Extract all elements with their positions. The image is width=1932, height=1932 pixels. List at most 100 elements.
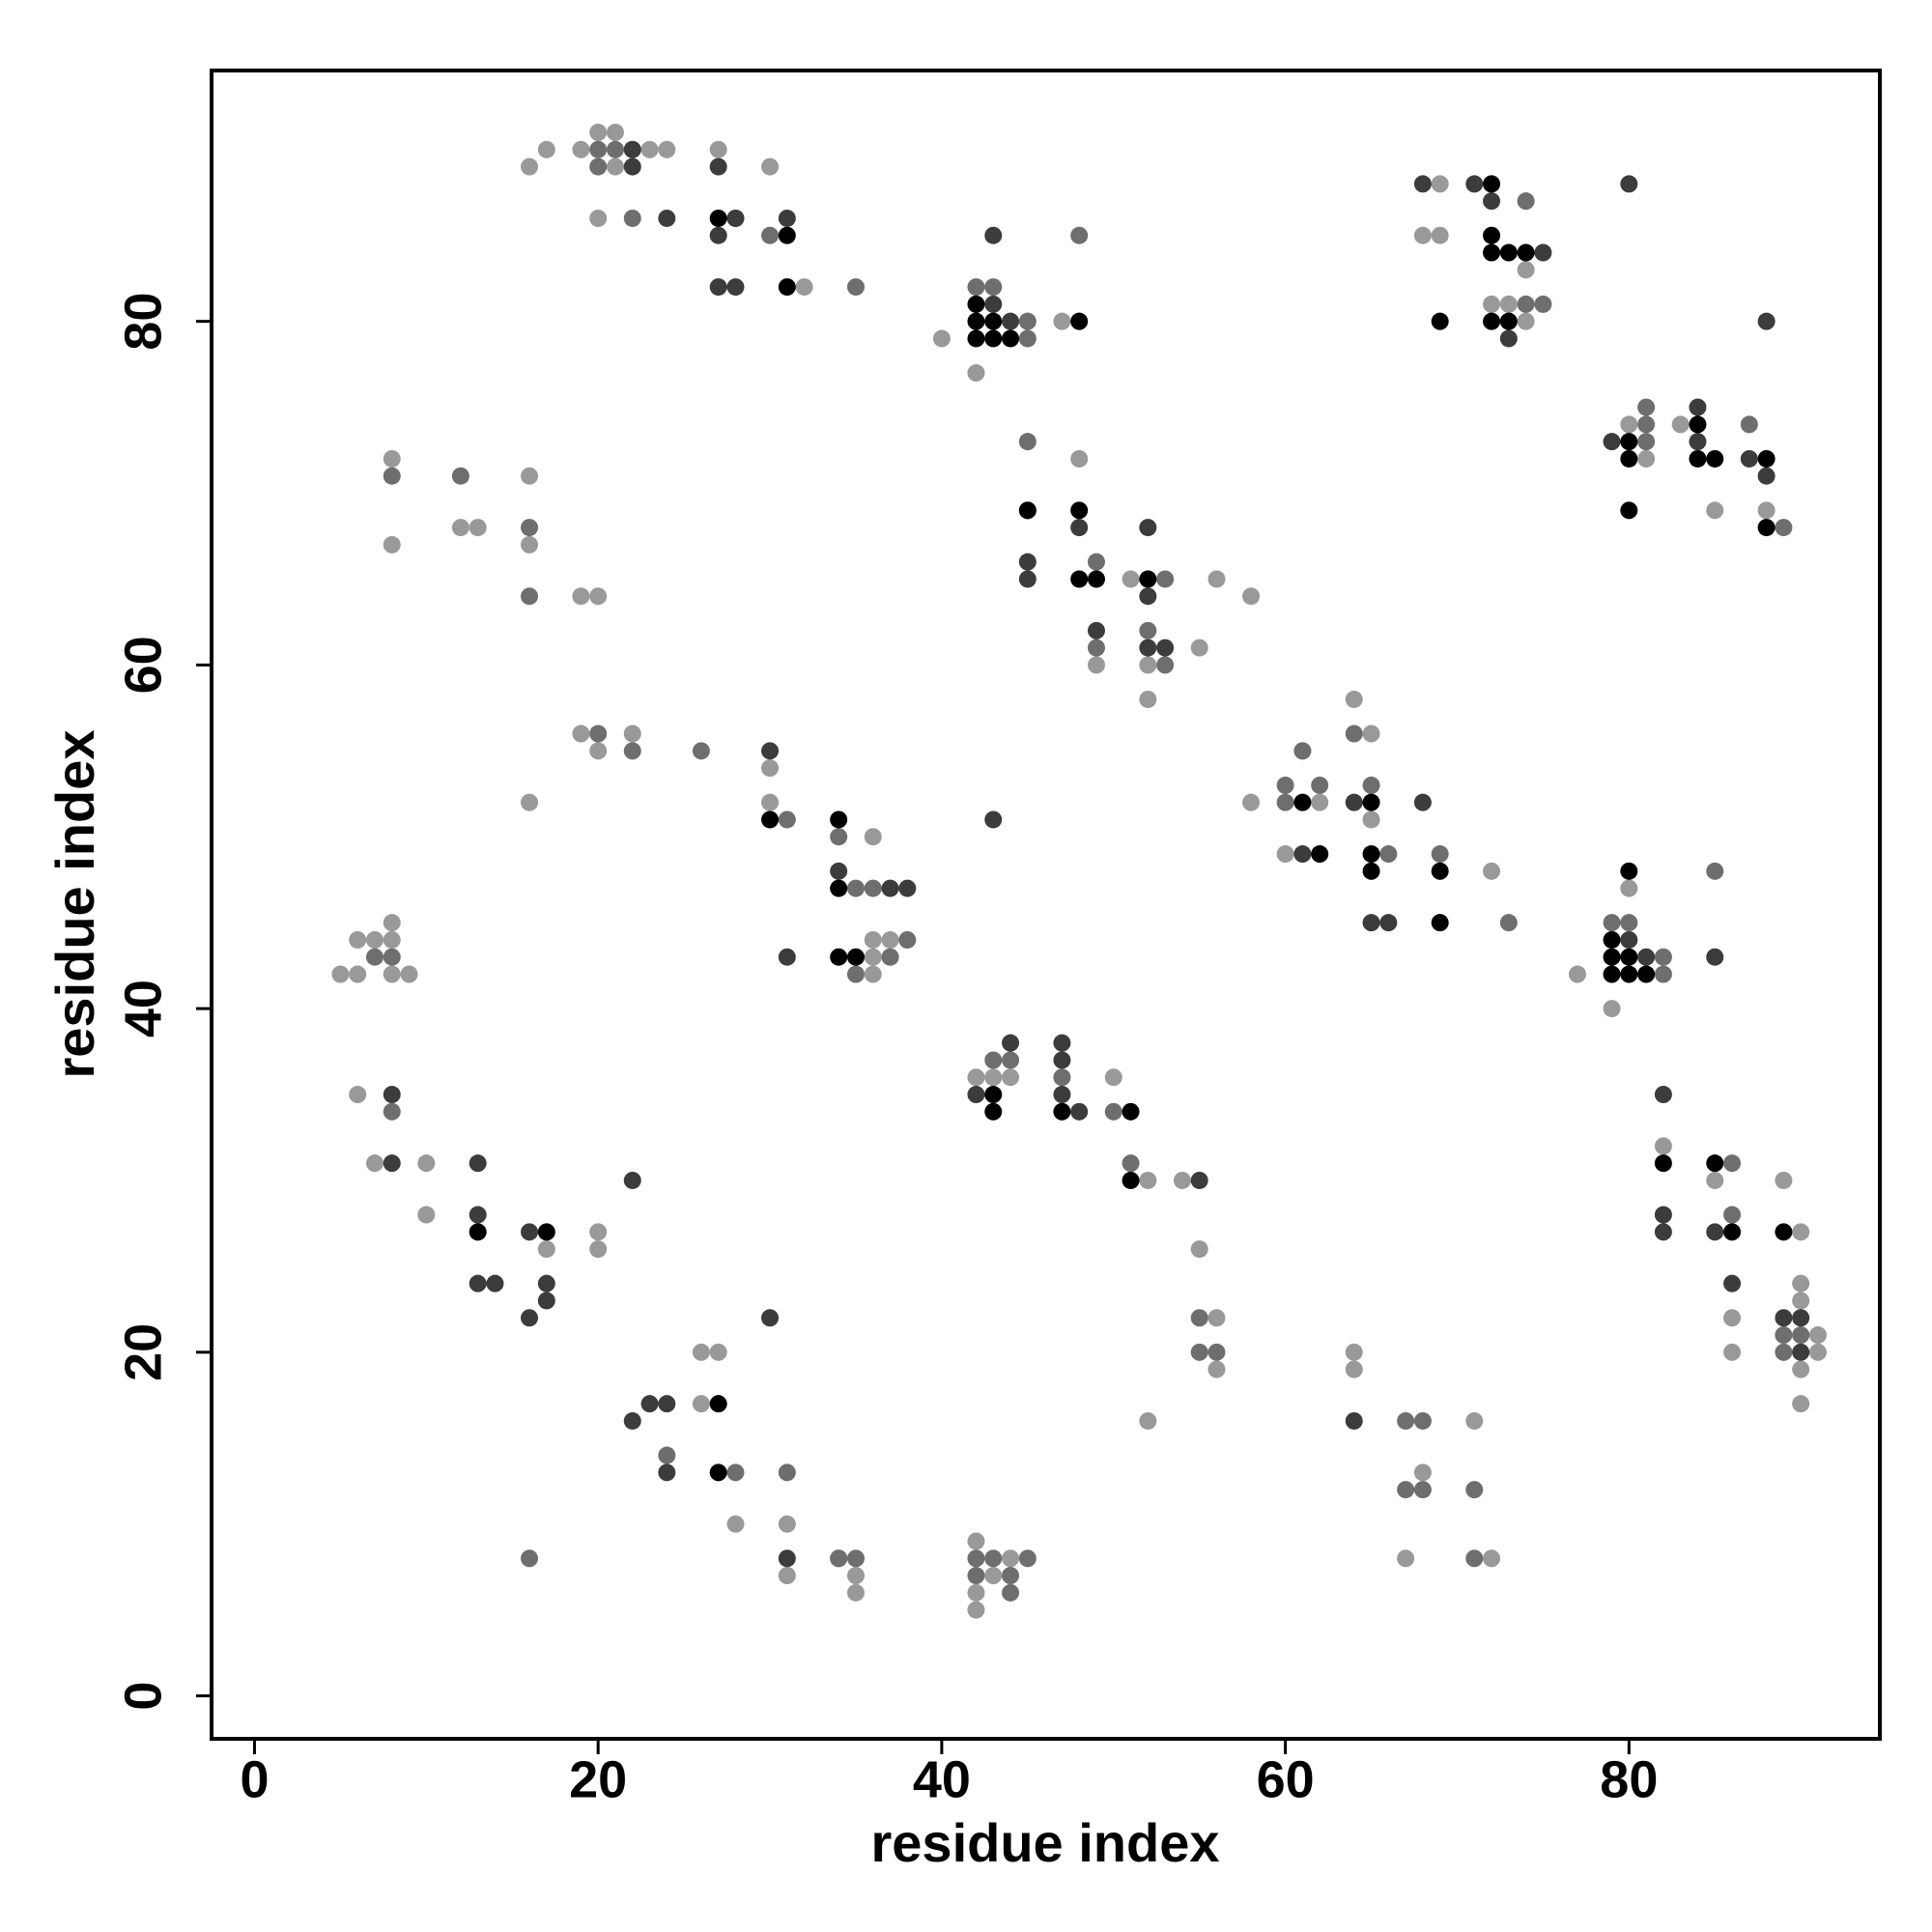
point (589, 587, 608, 606)
point (1689, 449, 1707, 468)
point (1431, 175, 1449, 193)
x-tick-label: 20 (569, 1750, 627, 1808)
point (1139, 519, 1157, 537)
point (1345, 1360, 1363, 1378)
point (1637, 398, 1656, 416)
point (1139, 639, 1157, 657)
point (1413, 1481, 1432, 1499)
point (589, 140, 608, 158)
point (1087, 656, 1105, 674)
point (881, 879, 899, 897)
point (1087, 621, 1105, 639)
point (1499, 329, 1518, 348)
point (640, 140, 659, 158)
point (1122, 1154, 1140, 1173)
point (1620, 879, 1638, 897)
point (761, 742, 780, 760)
point (1654, 1206, 1672, 1224)
point (1018, 433, 1037, 451)
point (1757, 519, 1776, 537)
x-tick-label: 0 (240, 1750, 269, 1808)
point (1465, 1481, 1484, 1499)
y-tick-label: 20 (114, 1323, 172, 1381)
point (1792, 1292, 1810, 1310)
point (778, 1463, 796, 1482)
point (830, 879, 848, 897)
point (1002, 1034, 1020, 1052)
point (726, 278, 745, 297)
point (606, 140, 624, 158)
point (1242, 587, 1261, 606)
point (1757, 312, 1776, 330)
point (623, 209, 641, 227)
point (709, 1463, 727, 1482)
point (984, 1086, 1003, 1104)
point (1002, 1051, 1020, 1069)
point (1723, 1343, 1742, 1361)
point (1517, 192, 1535, 211)
point (709, 209, 727, 227)
point (984, 810, 1003, 829)
point (1792, 1343, 1810, 1361)
point (1293, 793, 1312, 811)
point (589, 1240, 608, 1259)
point (1620, 433, 1638, 451)
point (1465, 175, 1484, 193)
point (1483, 192, 1501, 211)
point (761, 226, 780, 244)
point (1311, 776, 1329, 794)
point (365, 930, 384, 949)
point (984, 329, 1003, 348)
point (1654, 965, 1672, 983)
point (623, 742, 641, 760)
point (521, 587, 539, 606)
point (1139, 1411, 1157, 1430)
point (572, 724, 590, 743)
y-tick-label: 40 (114, 980, 172, 1037)
y-tick-label: 60 (114, 636, 172, 694)
point (1431, 226, 1449, 244)
point (1499, 914, 1518, 932)
point (1311, 793, 1329, 811)
point (1689, 433, 1707, 451)
point (521, 519, 539, 537)
point (1637, 449, 1656, 468)
point (692, 742, 710, 760)
point (778, 278, 796, 297)
x-tick-label: 40 (913, 1750, 971, 1808)
point (1792, 1395, 1810, 1413)
point (383, 535, 401, 554)
point (967, 1583, 985, 1602)
point (846, 948, 865, 966)
point (846, 1549, 865, 1568)
point (1413, 1411, 1432, 1430)
point (1620, 501, 1638, 520)
point (1620, 948, 1638, 966)
point (830, 862, 848, 880)
point (417, 1206, 436, 1224)
point (967, 295, 985, 313)
point (967, 278, 985, 297)
point (1053, 312, 1071, 330)
point (383, 965, 401, 983)
point (1018, 501, 1037, 520)
point (709, 157, 727, 176)
point (1706, 449, 1724, 468)
point (778, 1567, 796, 1585)
point (1792, 1309, 1810, 1327)
point (1534, 243, 1552, 262)
point (589, 209, 608, 227)
point (1053, 1068, 1071, 1087)
point (1139, 656, 1157, 674)
point (1397, 1481, 1415, 1499)
point (1775, 1309, 1793, 1327)
point (1139, 621, 1157, 639)
point (1087, 570, 1105, 588)
point (589, 124, 608, 142)
point (726, 1463, 745, 1482)
point (1757, 449, 1776, 468)
point (1654, 1223, 1672, 1241)
point (1018, 553, 1037, 571)
point (692, 1395, 710, 1413)
